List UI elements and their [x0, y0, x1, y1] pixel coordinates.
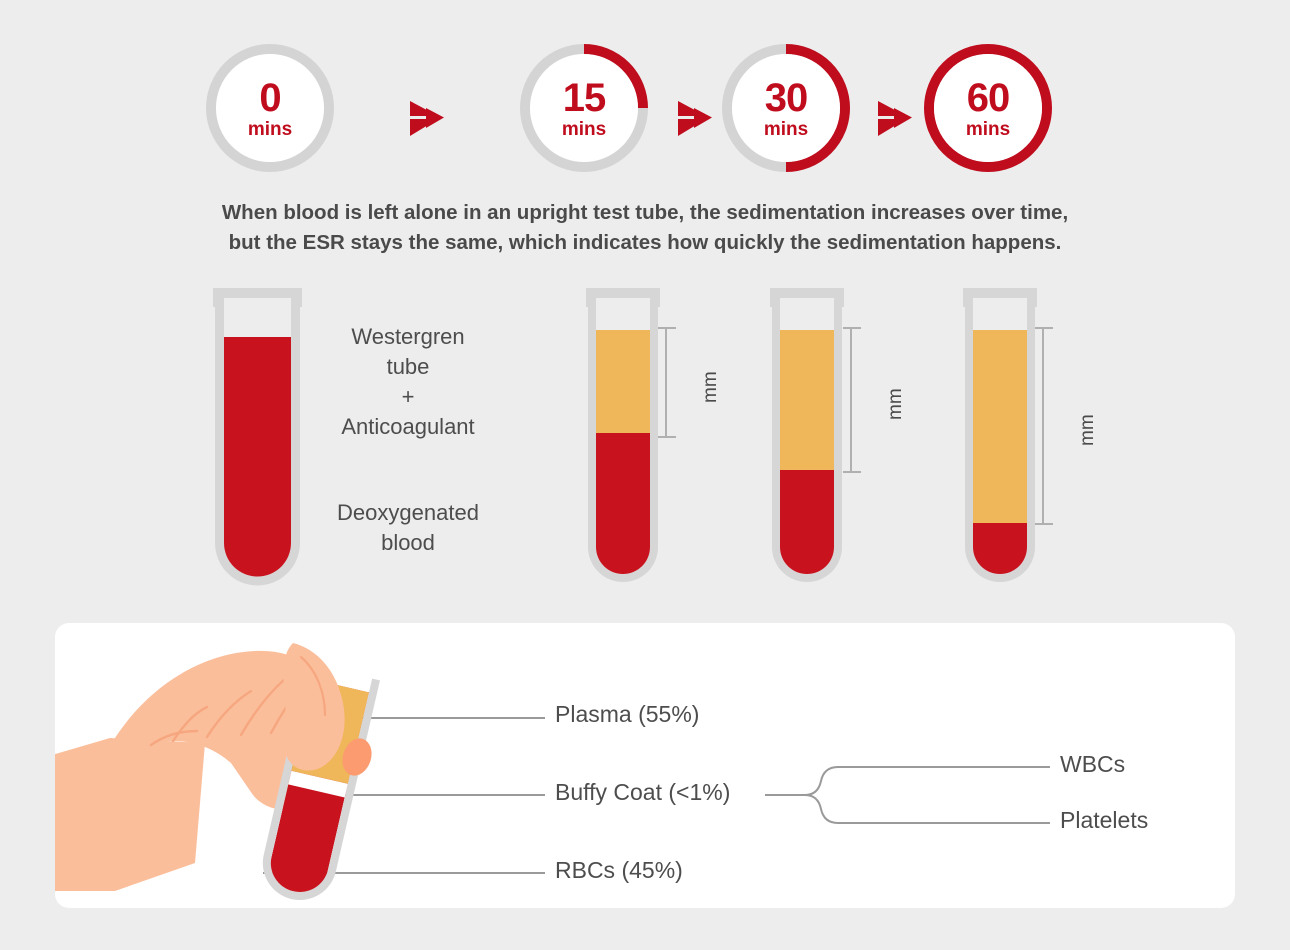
timer-step-60: 60 mins — [924, 44, 1052, 172]
fingertip-behind-tube — [342, 738, 372, 776]
timer-face-15: 15 mins — [530, 54, 638, 162]
westergren-line-1: Westergren — [351, 324, 465, 349]
timer-value-60: 60 — [966, 75, 1010, 120]
timer-unit-30: mins — [763, 118, 809, 140]
forearm — [55, 738, 205, 891]
tube-0-mins — [213, 288, 302, 586]
timer-ring-0-icon — [206, 44, 334, 172]
timer-face-0: 0 mins — [216, 54, 324, 162]
caption-block: When blood is left alone in an upright t… — [0, 198, 1290, 258]
buffy-coat-layer — [288, 770, 348, 798]
plasma-layer-30 — [780, 330, 834, 470]
timer-value-0: 0 — [259, 75, 281, 120]
timer-ring-15-icon — [520, 44, 648, 172]
caption-line-1: When blood is left alone in an upright t… — [221, 201, 1069, 224]
blood-composition-panel: Plasma (55%) Buffy Coat (<1%) RBCs (45%)… — [55, 623, 1235, 908]
measure-bracket-15-icon — [658, 327, 676, 438]
timer-step-15: 15 mins — [520, 44, 648, 172]
tube-cap-60 — [963, 288, 1037, 307]
arrow-right-icon-1 — [410, 101, 444, 136]
measure-bracket-60-icon — [1035, 327, 1053, 525]
measure-label-15: mm — [700, 371, 721, 403]
timer-unit-0: mins — [247, 118, 293, 140]
rbcs-label: RBCs (45%) — [555, 857, 683, 883]
timer-face-60: 60 mins — [934, 54, 1042, 162]
blood-annotation-line-2: blood — [381, 530, 435, 555]
westergren-line-4: Anticoagulant — [341, 414, 475, 439]
timer-step-30: 30 mins — [722, 44, 850, 172]
buffy-branch-fork-icon — [765, 766, 1050, 824]
timer-unit-60: mins — [965, 118, 1011, 140]
tube-glass-60 — [965, 298, 1035, 582]
timer-face-30: 30 mins — [732, 54, 840, 162]
fist — [113, 650, 322, 810]
tubes-section: Westergren tube + Anticoagulant Deoxygen… — [0, 280, 1290, 610]
hand-holding-tube-illustration — [55, 650, 322, 891]
wbcs-label: WBCs — [1060, 751, 1126, 777]
blood-annotation-line-1: Deoxygenated — [337, 500, 479, 525]
westergren-line-3: + — [401, 384, 415, 409]
timer-step-0: 0 mins — [206, 44, 334, 172]
tube-cap-0 — [213, 288, 302, 307]
plasma-label: Plasma (55%) — [555, 701, 700, 727]
tube-60-mins — [963, 288, 1037, 582]
westergren-line-2: tube — [386, 354, 430, 379]
blood-layer-0 — [224, 337, 291, 577]
thumb — [283, 643, 345, 771]
deoxygenated-blood-annotation: Deoxygenated blood — [310, 498, 506, 558]
timer-ring-30-icon — [722, 44, 850, 172]
measure-label-60: mm — [1077, 414, 1098, 446]
thumb-crease — [299, 655, 327, 717]
tube-30-mins — [770, 288, 844, 582]
arrow-right-icon-3 — [878, 101, 912, 136]
measure-bracket-30-icon — [843, 327, 861, 473]
timer-ring-60-icon — [924, 44, 1052, 172]
tube-15-mins — [586, 288, 660, 582]
tube-cap-30 — [770, 288, 844, 307]
buffy-coat-label: Buffy Coat (<1%) — [555, 779, 731, 805]
tube-glass-0 — [215, 298, 300, 586]
timeline-section: 0 mins 15 mins — [0, 0, 1290, 185]
timer-value-15: 15 — [562, 75, 606, 120]
tube-cap-15 — [586, 288, 660, 307]
blood-composition-diagram — [55, 643, 1050, 901]
caption-line-2: but the ESR stays the same, which indica… — [228, 231, 1062, 254]
westergren-annotation: Westergren tube + Anticoagulant — [318, 322, 498, 442]
timer-unit-15: mins — [561, 118, 607, 140]
measure-label-30: mm — [885, 388, 906, 420]
timer-value-30: 30 — [764, 75, 808, 120]
plasma-layer-60 — [973, 330, 1027, 523]
plasma-layer-15 — [596, 330, 650, 433]
tube-glass-30 — [772, 298, 842, 582]
arrow-right-icon-2 — [678, 101, 712, 136]
tube-glass-15 — [588, 298, 658, 582]
platelets-label: Platelets — [1060, 807, 1149, 833]
held-tube-glass — [262, 663, 380, 901]
